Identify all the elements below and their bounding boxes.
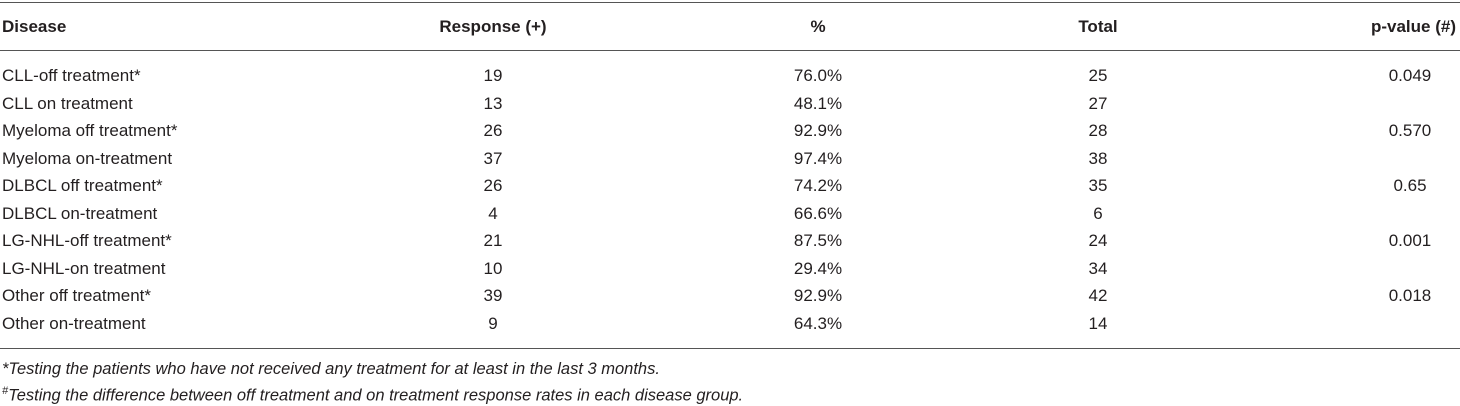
header-cell: %	[810, 17, 826, 36]
table-cell: 35	[1088, 176, 1108, 195]
table-cell: LG-NHL-off treatment*	[2, 231, 172, 250]
table-cell: 0.570	[1388, 121, 1432, 140]
table-cell: CLL-off treatment*	[2, 66, 141, 85]
table-cell: Myeloma on-treatment	[2, 148, 173, 168]
table-cell: 29.4%	[793, 258, 843, 278]
table-cell: Other off treatment*	[2, 286, 151, 305]
table-cell: 48.1%	[793, 93, 843, 113]
table-cell: 74.2%	[793, 176, 843, 195]
table-cell: DLBCL off treatment*	[2, 176, 163, 195]
table-cell: Myeloma off treatment*	[2, 121, 178, 140]
footnote-mark: #	[2, 385, 9, 397]
top-rule	[0, 2, 1460, 3]
table-cell: 4	[488, 203, 498, 223]
table-cell: 10	[483, 258, 503, 278]
header-cell: Response (+)	[439, 17, 547, 36]
header-cell: Total	[1078, 17, 1118, 36]
table-cell: 28	[1088, 121, 1108, 140]
table-cell: 39	[483, 286, 503, 305]
table-cell: 9	[488, 313, 498, 333]
table-cell: CLL on treatment	[2, 93, 133, 113]
table-cell: 64.3%	[793, 313, 843, 333]
table-cell: 92.9%	[793, 121, 843, 140]
table-cell: 37	[483, 148, 503, 168]
table-cell: 97.4%	[793, 148, 843, 168]
table-cell: 13	[483, 93, 503, 113]
table-cell: 0.049	[1388, 66, 1432, 85]
table-cell: 14	[1088, 313, 1108, 333]
table-cell: 38	[1088, 148, 1108, 168]
table-cell: 26	[483, 121, 503, 140]
table-cell: 0.65	[1393, 176, 1427, 195]
footnote: #Testing the difference between off trea…	[2, 385, 743, 406]
header-cell: p-value (#)	[1370, 17, 1456, 36]
table-cell: 6	[1093, 203, 1103, 223]
table-cell: Other on-treatment	[2, 313, 146, 333]
header-cell: Disease	[2, 17, 67, 36]
table-cell: 66.6%	[793, 203, 843, 223]
table-cell: 42	[1088, 286, 1108, 305]
footnote-text: Testing the difference between off treat…	[8, 386, 744, 405]
header-rule	[0, 50, 1460, 51]
bottom-rule	[0, 348, 1460, 349]
table-cell: 0.018	[1388, 286, 1432, 305]
table-cell: 0.001	[1388, 231, 1432, 250]
footnote: *Testing the patients who have not recei…	[2, 360, 660, 379]
table-cell: LG-NHL-on treatment	[2, 258, 166, 278]
table-cell: 27	[1088, 93, 1108, 113]
table-cell: 25	[1088, 66, 1108, 85]
footnote-text: *Testing the patients who have not recei…	[2, 360, 660, 378]
table-cell: 24	[1088, 231, 1108, 250]
table-cell: 21	[483, 231, 503, 250]
table-cell: 87.5%	[793, 231, 843, 250]
table-cell: 34	[1088, 258, 1108, 278]
table-cell: 76.0%	[793, 66, 843, 85]
table-cell: 26	[483, 176, 503, 195]
table-cell: DLBCL on-treatment	[2, 203, 158, 223]
table-cell: 19	[483, 66, 503, 85]
table-cell: 92.9%	[793, 286, 843, 305]
